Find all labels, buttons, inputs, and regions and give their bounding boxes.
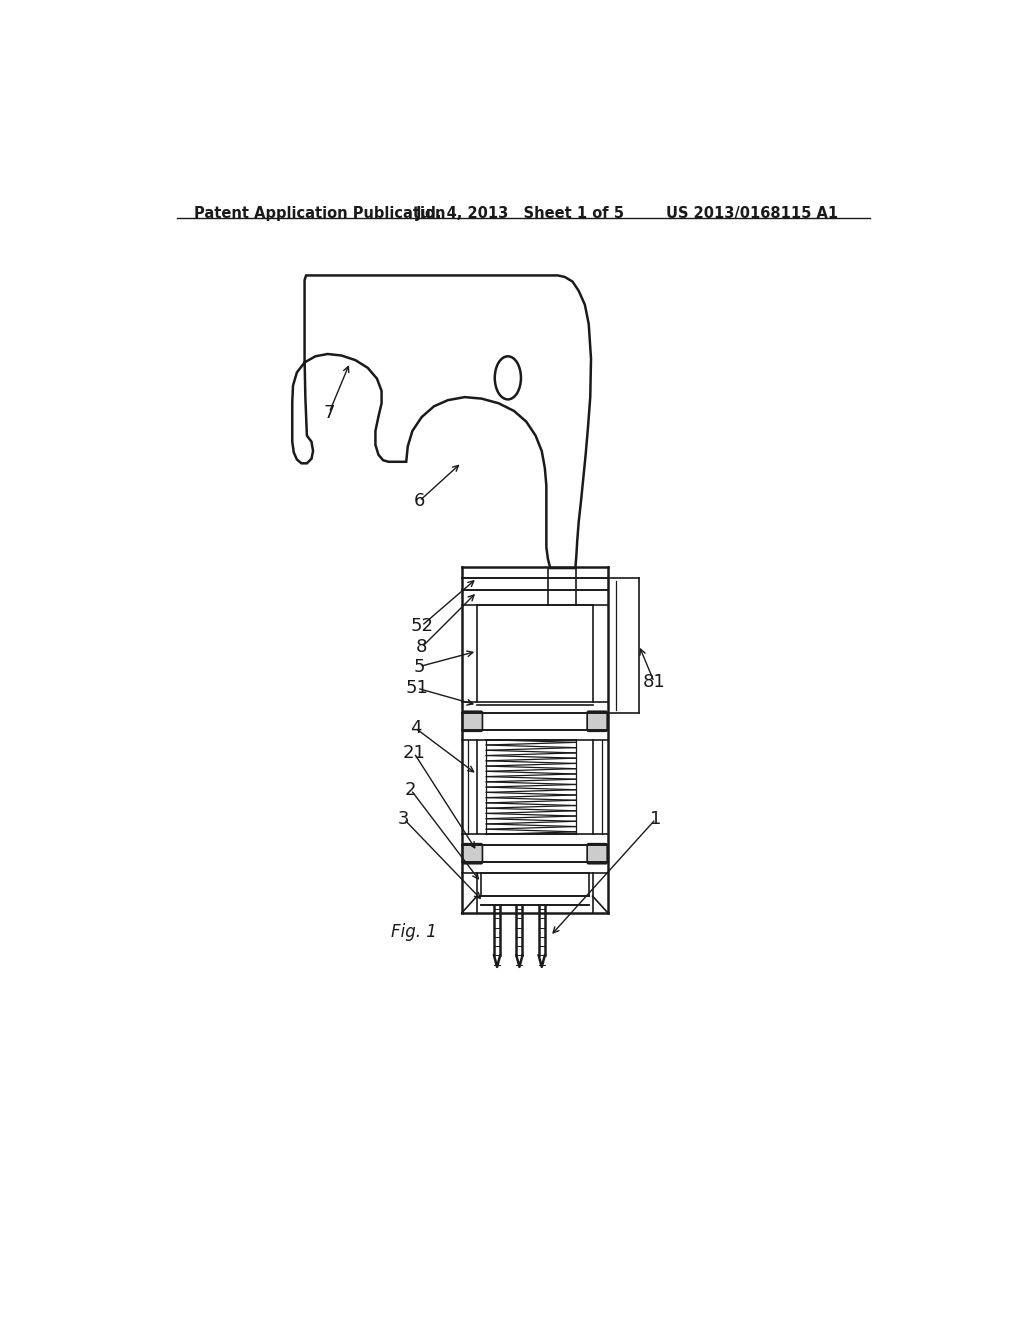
Text: 81: 81 [643, 673, 666, 690]
Text: 2: 2 [406, 781, 417, 799]
Text: Fig. 1: Fig. 1 [391, 923, 436, 941]
FancyBboxPatch shape [587, 843, 607, 863]
Text: 8: 8 [416, 639, 427, 656]
Text: 21: 21 [402, 744, 425, 762]
Text: 6: 6 [414, 492, 425, 510]
Text: 51: 51 [406, 680, 428, 697]
Text: Jul. 4, 2013   Sheet 1 of 5: Jul. 4, 2013 Sheet 1 of 5 [416, 206, 625, 222]
Text: US 2013/0168115 A1: US 2013/0168115 A1 [666, 206, 838, 222]
Text: 5: 5 [414, 657, 425, 676]
Text: 52: 52 [411, 616, 433, 635]
Text: 7: 7 [324, 404, 335, 421]
Text: Patent Application Publication: Patent Application Publication [194, 206, 445, 222]
FancyBboxPatch shape [587, 711, 607, 731]
FancyBboxPatch shape [463, 843, 482, 863]
Text: 1: 1 [650, 810, 662, 828]
Text: 3: 3 [398, 810, 410, 828]
FancyBboxPatch shape [463, 711, 482, 731]
Text: 4: 4 [410, 719, 421, 737]
